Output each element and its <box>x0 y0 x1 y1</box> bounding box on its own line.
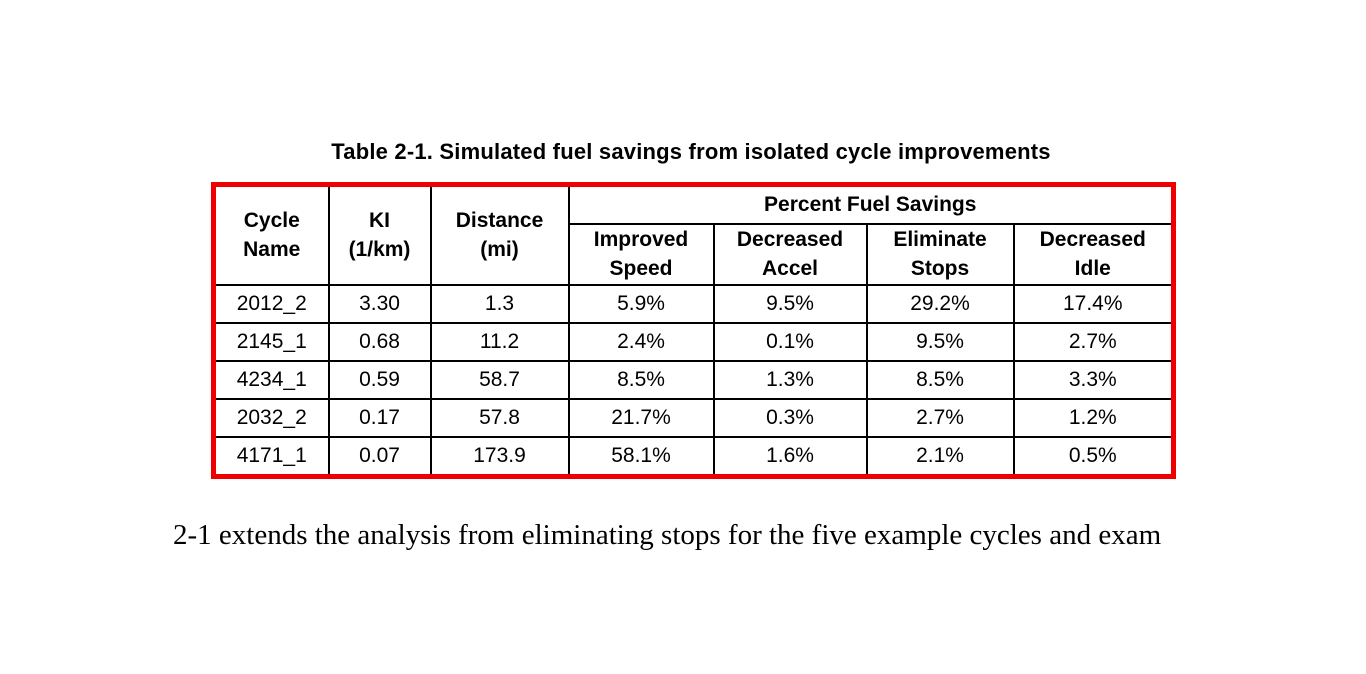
column-header-improved-speed: Improved Speed <box>567 223 715 286</box>
cell-cycle-name: 4171_1 <box>212 436 330 478</box>
column-group-header-percent-fuel-savings: Percent Fuel Savings <box>567 183 1175 225</box>
cell-cycle-name: 2032_2 <box>212 398 330 438</box>
cell-eliminate-stops: 9.5% <box>865 322 1015 362</box>
table-row: 2145_1 0.68 11.2 2.4% 0.1% 9.5% 2.7% <box>212 322 1175 362</box>
cell-decreased-accel: 0.3% <box>712 398 868 438</box>
table-row: 2012_2 3.30 1.3 5.9% 9.5% 29.2% 17.4% <box>212 284 1175 324</box>
cell-distance: 57.8 <box>429 398 570 438</box>
cell-cycle-name: 4234_1 <box>212 360 330 400</box>
cell-decreased-idle: 1.2% <box>1012 398 1175 438</box>
column-header-eliminate-stops: Eliminate Stops <box>865 223 1015 286</box>
cell-distance: 173.9 <box>429 436 570 478</box>
cell-improved-speed: 5.9% <box>567 284 715 324</box>
cell-ki: 3.30 <box>327 284 432 324</box>
cell-ki: 0.68 <box>327 322 432 362</box>
table-row: 2032_2 0.17 57.8 21.7% 0.3% 2.7% 1.2% <box>212 398 1175 438</box>
table-row: 4171_1 0.07 173.9 58.1% 1.6% 2.1% 0.5% <box>212 436 1175 478</box>
cell-improved-speed: 58.1% <box>567 436 715 478</box>
cell-cycle-name: 2012_2 <box>212 284 330 324</box>
table-caption: Table 2-1. Simulated fuel savings from i… <box>331 139 1051 164</box>
column-header-distance: Distance (mi) <box>429 183 570 286</box>
body-paragraph-fragment: 2-1 extends the analysis from eliminatin… <box>173 519 1162 551</box>
cell-distance: 58.7 <box>429 360 570 400</box>
cell-eliminate-stops: 29.2% <box>865 284 1015 324</box>
cell-decreased-accel: 1.6% <box>712 436 868 478</box>
header-row-group: Cycle Name KI (1/km) Distance (mi) Perce… <box>212 183 1175 286</box>
column-header-decreased-accel: Decreased Accel <box>712 223 868 286</box>
cell-decreased-idle: 17.4% <box>1012 284 1175 324</box>
cell-improved-speed: 8.5% <box>567 360 715 400</box>
header-row-sub: Improved Speed Decreased Accel Eliminate… <box>214 223 1175 286</box>
column-header-cycle-name: Cycle Name <box>212 183 330 286</box>
cell-cycle-name: 2145_1 <box>212 322 330 362</box>
cell-decreased-idle: 2.7% <box>1012 322 1175 362</box>
cell-improved-speed: 21.7% <box>567 398 715 438</box>
cell-decreased-idle: 0.5% <box>1012 436 1175 478</box>
cell-ki: 0.17 <box>327 398 432 438</box>
fuel-savings-table: Cycle Name KI (1/km) Distance (mi) Perce… <box>211 182 1176 479</box>
column-header-ki: KI (1/km) <box>327 183 432 286</box>
cell-eliminate-stops: 2.7% <box>865 398 1015 438</box>
cell-decreased-accel: 0.1% <box>712 322 868 362</box>
cell-decreased-idle: 3.3% <box>1012 360 1175 400</box>
cell-ki: 0.07 <box>327 436 432 478</box>
table-row: 4234_1 0.59 58.7 8.5% 1.3% 8.5% 3.3% <box>212 360 1175 400</box>
cell-distance: 1.3 <box>429 284 570 324</box>
cell-eliminate-stops: 8.5% <box>865 360 1015 400</box>
cell-distance: 11.2 <box>429 322 570 362</box>
cell-ki: 0.59 <box>327 360 432 400</box>
cell-decreased-accel: 9.5% <box>712 284 868 324</box>
column-header-decreased-idle: Decreased Idle <box>1012 223 1175 286</box>
cell-decreased-accel: 1.3% <box>712 360 868 400</box>
cell-eliminate-stops: 2.1% <box>865 436 1015 478</box>
cell-improved-speed: 2.4% <box>567 322 715 362</box>
